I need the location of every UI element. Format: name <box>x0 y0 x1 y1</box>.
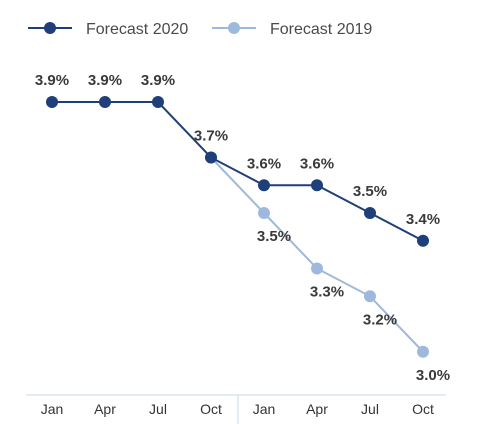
legend-item-forecast-2019: Forecast 2019 <box>212 21 372 38</box>
data-point <box>258 179 270 192</box>
x-tick-label: Oct <box>200 401 222 417</box>
data-point <box>99 96 111 108</box>
data-point <box>417 345 429 358</box>
data-label: 3.2% <box>363 311 397 328</box>
data-point <box>364 290 376 303</box>
data-label: 3.9% <box>141 72 175 89</box>
legend-label-forecast-2020: Forecast 2020 <box>86 21 188 38</box>
data-point <box>417 234 429 247</box>
x-tick-label: Oct <box>412 401 434 417</box>
data-point <box>258 207 270 219</box>
legend-label-forecast-2019: Forecast 2019 <box>270 21 372 38</box>
series-line-forecast-2020 <box>52 101 424 242</box>
data-label: 3.3% <box>310 284 344 301</box>
data-label: 3.9% <box>35 72 69 89</box>
data-point <box>311 262 323 275</box>
data-label: 3.6% <box>300 155 334 172</box>
data-point <box>364 207 376 219</box>
data-labels: 3.5% 3.3% 3.2% 3.0% 3.9% 3.9% 3.9% 3.7% 3.6% 3.6%… <box>35 72 450 384</box>
data-label: 3.5% <box>353 183 387 200</box>
x-tick-label: Apr <box>306 401 328 417</box>
data-label: 3.4% <box>406 211 440 228</box>
data-point <box>205 151 217 164</box>
data-point <box>152 96 164 108</box>
legend-marker-forecast-2020 <box>44 22 56 34</box>
series-group <box>46 96 429 358</box>
x-tick-label: Jan <box>41 401 64 417</box>
legend-marker-forecast-2019 <box>228 22 240 34</box>
legend: Forecast 2020 Forecast 2019 <box>28 21 372 38</box>
data-label: 3.0% <box>416 367 450 384</box>
x-tick-label: Jan <box>253 401 276 417</box>
x-tick-label: Jul <box>361 401 379 417</box>
legend-item-forecast-2020: Forecast 2020 <box>28 21 188 38</box>
data-point <box>46 96 58 108</box>
x-tick-label: Jul <box>149 401 167 417</box>
data-label: 3.5% <box>257 228 291 245</box>
data-label: 3.6% <box>247 155 281 172</box>
data-label: 3.7% <box>194 128 228 145</box>
x-axis-ticks: Jan Apr Jul Oct Jan Apr Jul Oct <box>41 401 434 417</box>
x-tick-label: Apr <box>94 401 116 417</box>
data-point <box>311 179 323 192</box>
data-label: 3.9% <box>88 72 122 89</box>
